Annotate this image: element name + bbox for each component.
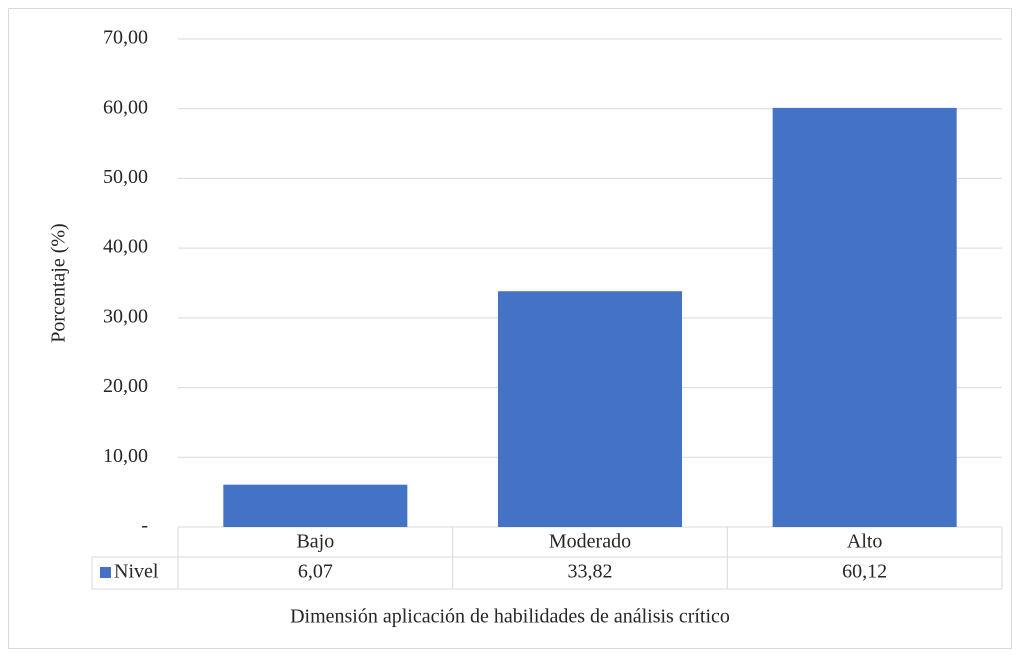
legend-label: Nivel: [114, 561, 159, 583]
bar: [497, 291, 683, 527]
y-tick-label: 50,00: [103, 166, 148, 188]
y-tick-label: -: [141, 515, 148, 537]
y-axis-title: Porcentaje (%): [48, 223, 70, 342]
y-tick-label: 60,00: [103, 96, 148, 118]
bar: [772, 107, 957, 527]
x-tick-label: Moderado: [549, 531, 631, 553]
value-label: 60,12: [842, 561, 887, 583]
y-tick-label: 30,00: [103, 305, 148, 327]
y-tick-label: 70,00: [103, 27, 148, 49]
legend-key: [100, 567, 111, 578]
bar: [223, 484, 408, 527]
y-tick-label: 20,00: [103, 375, 148, 397]
value-label: 33,82: [568, 561, 613, 583]
x-tick-label: Bajo: [296, 531, 334, 553]
y-tick-label: 10,00: [103, 445, 148, 467]
x-tick-label: Alto: [847, 531, 883, 553]
x-axis-title: Dimensión aplicación de habilidades de a…: [290, 606, 730, 628]
y-tick-label: 40,00: [103, 236, 148, 258]
value-label: 6,07: [298, 561, 333, 583]
